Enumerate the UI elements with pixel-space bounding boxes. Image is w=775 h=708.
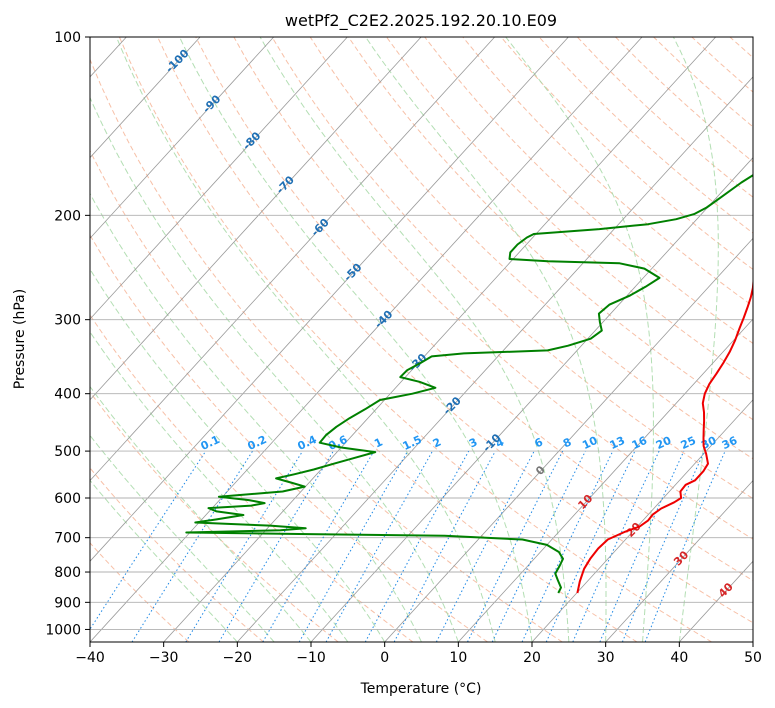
dry-adiabat-line (157, 37, 753, 624)
mixing-ratio-line (621, 450, 705, 642)
x-tick-label: −30 (149, 650, 179, 666)
mixing-ratio-label: 20 (654, 434, 674, 452)
x-tick-label: −10 (296, 650, 326, 666)
y-axis-title: Pressure (hPa) (12, 289, 28, 389)
mixing-ratio-lines (90, 450, 726, 642)
isotherm-line (605, 479, 753, 642)
mixing-ratio-line (90, 450, 207, 631)
mixing-ratio-line (325, 450, 433, 642)
x-tick-label: −20 (223, 650, 253, 666)
isotherm-line (90, 37, 643, 642)
moist-adiabat-line (179, 37, 533, 642)
mixing-ratio-line (131, 450, 254, 642)
isotherm-line (90, 37, 569, 562)
isotherm-line (90, 37, 495, 482)
moist-adiabat-line (90, 96, 459, 642)
dry-adiabat-line (271, 37, 753, 500)
x-tick-label: 0 (380, 650, 389, 666)
dry-adiabat-line (90, 58, 638, 642)
pressure-gridlines (90, 37, 753, 630)
dry-adiabat-line (424, 37, 753, 344)
y-axis: 100 200 300 400 500 600 700 800 900 1000 (45, 30, 90, 638)
mixing-ratio-line (467, 450, 564, 642)
temperature-profile-line (576, 277, 753, 594)
dry-adiabat-line (195, 37, 753, 582)
moist-adiabat-line (672, 37, 719, 642)
mixing-ratio-line (572, 450, 660, 642)
x-tick-label: −40 (75, 650, 105, 666)
mixing-ratio-line (599, 450, 685, 642)
mixing-ratio-line (364, 450, 470, 642)
y-tick-label: 100 (54, 30, 81, 46)
isotherm-line (384, 237, 753, 642)
y-tick-label: 500 (54, 444, 81, 460)
dry-adiabat-line (90, 149, 563, 642)
isotherm-line (90, 37, 201, 159)
y-tick-label: 800 (54, 565, 81, 581)
y-tick-label: 400 (54, 387, 81, 403)
dry-adiabat-line (309, 37, 753, 460)
plot-area: 0.1 0.2 0.4 0.6 1 1.5 2 3 4 6 8 10 13 16 20 25 30 36-100-… (90, 37, 753, 642)
x-tick-label: 50 (744, 650, 762, 666)
mixing-ratio-label: 36 (720, 434, 740, 452)
y-tick-label: 1000 (45, 622, 81, 638)
x-tick-label: 40 (670, 650, 688, 666)
y-tick-label: 200 (54, 208, 81, 224)
x-tick-label: 10 (449, 650, 467, 666)
moist-adiabat-line (90, 479, 238, 642)
plot-frame (89, 36, 754, 643)
isotherm-line (531, 399, 753, 642)
moist-adiabat-line (90, 192, 422, 642)
sounding-series (185, 173, 753, 594)
dry-adiabat-line (118, 37, 712, 642)
moist-adiabats (90, 37, 719, 642)
moist-adiabat-line (505, 37, 654, 642)
mixing-ratio-label: 13 (608, 434, 627, 452)
dry-adiabat-line (90, 313, 414, 642)
isotherm-line (90, 37, 348, 320)
moist-adiabat-line (365, 37, 607, 642)
chart-title: wetPf2_C2E2.2025.192.20.10.E09 (285, 11, 557, 31)
mixing-ratio-label: 16 (630, 434, 650, 452)
mixing-ratio-label: 25 (679, 434, 698, 452)
dry-adiabat-line (386, 37, 753, 382)
mixing-ratio-line (185, 450, 304, 642)
mixing-ratio-line (644, 450, 726, 642)
x-tick-label: 30 (597, 650, 615, 666)
x-tick-label: 20 (523, 650, 541, 666)
dewpoint-profile-line (185, 173, 753, 594)
y-tick-label: 300 (54, 313, 81, 329)
moist-adiabat-line (115, 37, 496, 642)
isotherm-line (90, 37, 422, 401)
y-tick-label: 900 (54, 595, 81, 611)
moist-adiabat-line (259, 37, 570, 642)
x-axis: −40 −30 −20 −10 0 10 20 30 40 50 (75, 642, 762, 666)
x-axis-title: Temperature (°C) (360, 681, 482, 697)
mixing-ratio-line (393, 450, 496, 642)
isotherm-line (90, 37, 274, 239)
isotherms (90, 37, 753, 642)
mixing-ratio-label: 10 (580, 434, 600, 452)
isotherm-line (163, 37, 716, 642)
isotherm-line (237, 76, 753, 642)
y-tick-label: 600 (54, 491, 81, 507)
y-tick-label: 700 (54, 531, 81, 547)
moist-adiabat-line (90, 268, 386, 642)
moist-adiabat-line (90, 434, 275, 642)
